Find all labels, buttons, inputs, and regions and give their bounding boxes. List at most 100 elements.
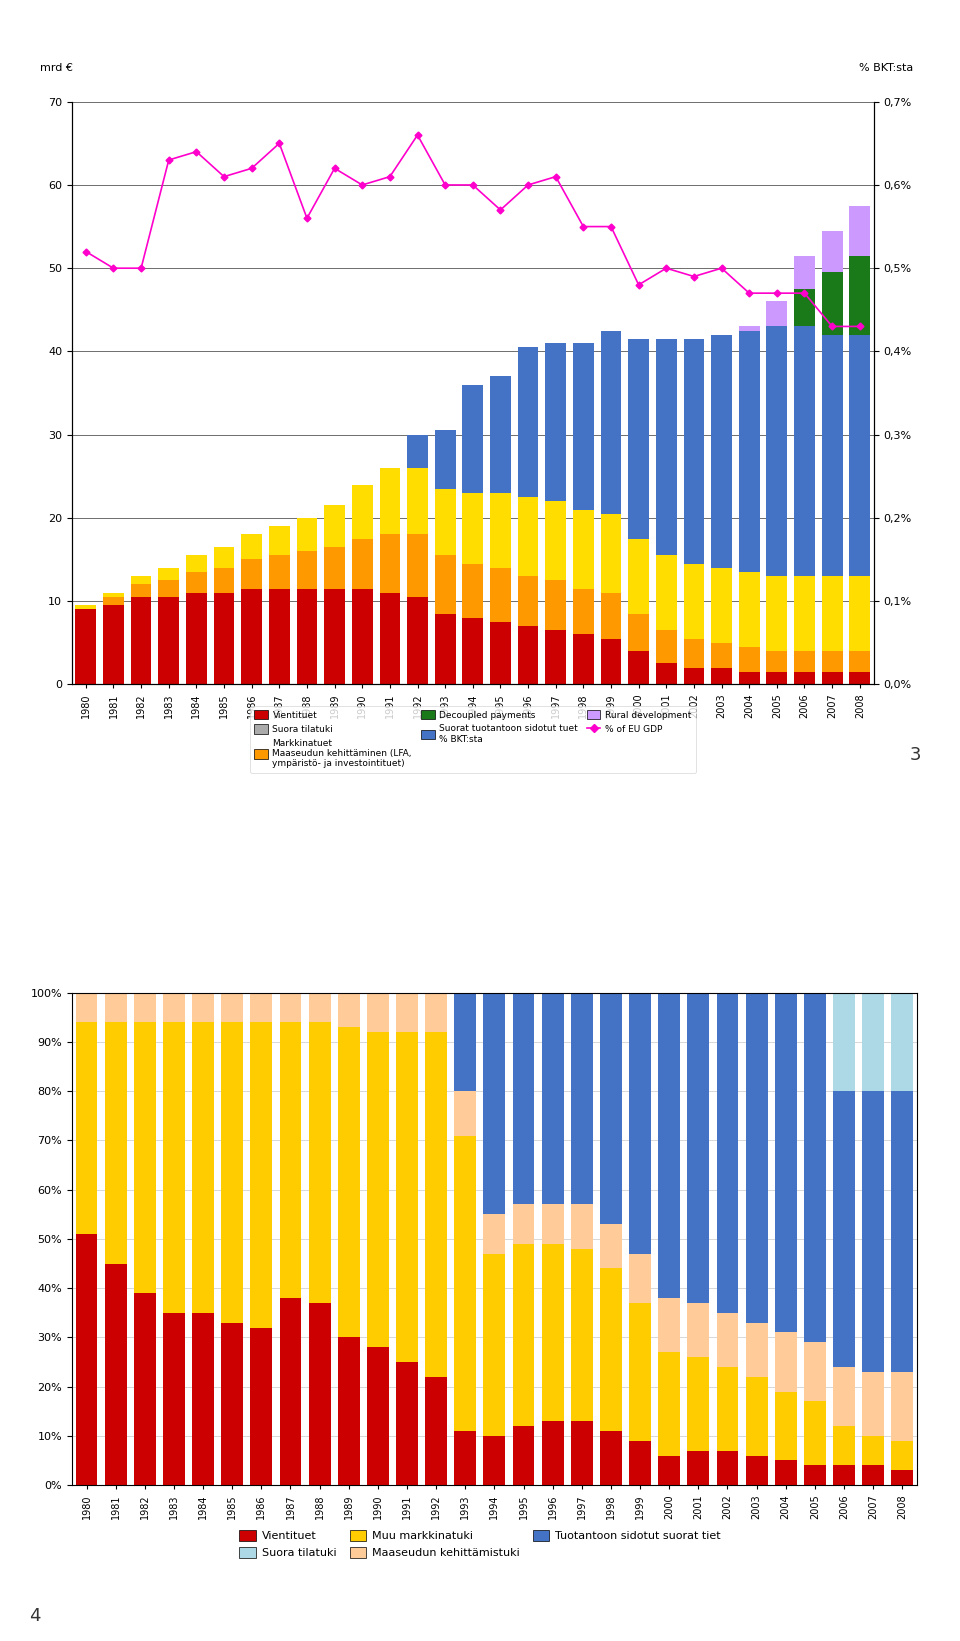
Bar — [711, 643, 732, 668]
Bar — [862, 1436, 884, 1465]
Bar — [163, 1313, 185, 1485]
Bar — [490, 568, 511, 622]
Bar — [891, 993, 913, 1091]
Bar — [309, 993, 330, 1022]
Bar — [891, 1470, 913, 1485]
Bar — [407, 597, 428, 684]
Bar — [545, 630, 566, 684]
Bar — [711, 668, 732, 684]
Bar — [367, 1347, 389, 1485]
Bar — [490, 622, 511, 684]
Bar — [822, 671, 843, 684]
Bar — [297, 551, 318, 589]
Bar — [251, 1022, 273, 1328]
Bar — [656, 663, 677, 684]
Bar — [684, 563, 705, 638]
Bar — [739, 647, 759, 671]
Bar — [746, 1456, 767, 1485]
Text: mrd €: mrd € — [40, 62, 73, 72]
Bar — [659, 1352, 680, 1456]
Bar — [573, 635, 593, 684]
Bar — [739, 330, 759, 573]
Bar — [794, 289, 815, 327]
Bar — [850, 671, 870, 684]
Text: % BKT:sta: % BKT:sta — [859, 62, 914, 72]
Bar — [163, 993, 185, 1022]
Bar — [105, 1022, 127, 1264]
Bar — [484, 1254, 505, 1436]
Bar — [541, 1421, 564, 1485]
Bar — [891, 1091, 913, 1372]
Bar — [186, 592, 206, 684]
Bar — [656, 630, 677, 663]
Bar — [463, 492, 483, 563]
Bar — [541, 993, 564, 1204]
Bar — [573, 589, 593, 635]
Bar — [214, 568, 234, 592]
Bar — [850, 205, 870, 256]
Text: 4: 4 — [29, 1607, 40, 1625]
Bar — [600, 1268, 622, 1431]
Bar — [629, 1441, 651, 1485]
Bar — [684, 340, 705, 563]
Bar — [766, 327, 787, 576]
Bar — [571, 1204, 592, 1249]
Bar — [600, 993, 622, 1224]
Bar — [324, 589, 345, 684]
Bar — [601, 638, 621, 684]
Bar — [850, 576, 870, 651]
Bar — [214, 546, 234, 568]
Bar — [794, 651, 815, 671]
Bar — [463, 563, 483, 617]
Bar — [601, 592, 621, 638]
Bar — [775, 1392, 797, 1460]
Bar — [571, 1421, 592, 1485]
Bar — [454, 1091, 476, 1136]
Bar — [279, 1298, 301, 1485]
Bar — [324, 546, 345, 589]
Bar — [862, 1465, 884, 1485]
Bar — [775, 993, 797, 1332]
Bar — [513, 1204, 535, 1244]
Bar — [435, 555, 456, 614]
Bar — [822, 231, 843, 272]
Bar — [746, 1377, 767, 1456]
Bar — [103, 606, 124, 684]
Bar — [131, 576, 152, 584]
Bar — [396, 1362, 418, 1485]
Bar — [105, 993, 127, 1022]
Bar — [76, 993, 98, 1022]
Bar — [484, 1436, 505, 1485]
Bar — [794, 256, 815, 289]
Bar — [103, 597, 124, 606]
Text: 3: 3 — [910, 747, 922, 765]
Bar — [192, 993, 214, 1022]
Bar — [425, 993, 447, 1032]
Bar — [76, 1022, 98, 1234]
Bar — [775, 1332, 797, 1392]
Bar — [601, 330, 621, 514]
Bar — [251, 993, 273, 1022]
Bar — [407, 468, 428, 535]
Bar — [241, 589, 262, 684]
Bar — [241, 535, 262, 560]
Bar — [517, 576, 539, 625]
Bar — [186, 573, 206, 592]
Bar — [131, 584, 152, 597]
Bar — [804, 1401, 826, 1465]
Bar — [716, 1451, 738, 1485]
Bar — [628, 651, 649, 684]
Bar — [739, 573, 759, 647]
Bar — [517, 348, 539, 497]
Bar — [628, 538, 649, 614]
Bar — [131, 597, 152, 684]
Bar — [186, 555, 206, 573]
Text: kustannukset eri politiikkalohkoissa 1990-: kustannukset eri politiikkalohkoissa 199… — [29, 903, 596, 927]
Bar — [833, 1091, 855, 1367]
Bar — [545, 343, 566, 501]
Bar — [687, 1357, 709, 1451]
Bar — [545, 581, 566, 630]
Bar — [891, 1372, 913, 1441]
Bar — [822, 272, 843, 335]
Bar — [739, 671, 759, 684]
